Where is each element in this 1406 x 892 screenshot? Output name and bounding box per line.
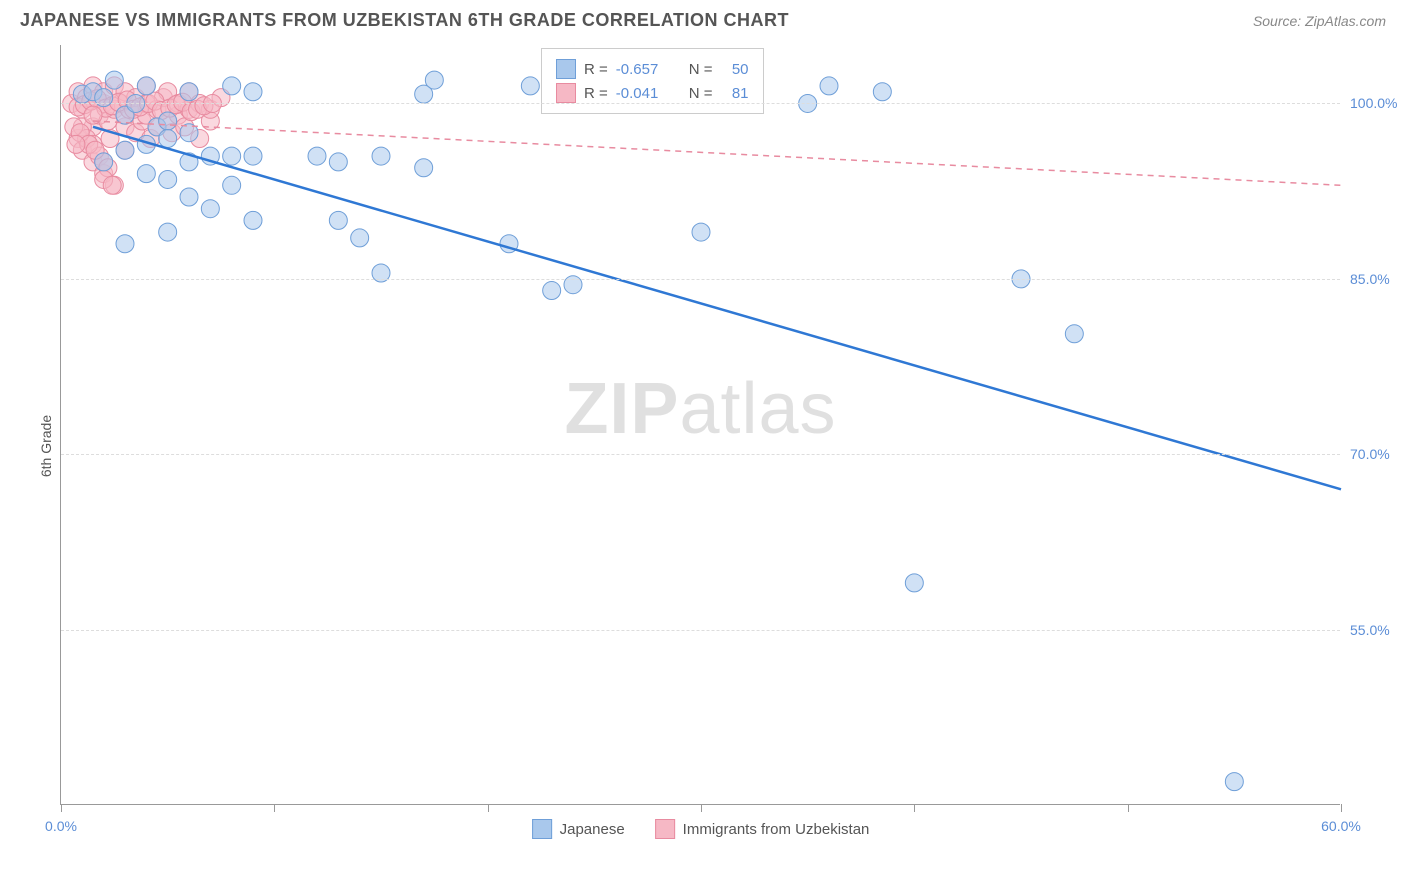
gridline [61, 454, 1340, 455]
data-point [244, 147, 262, 165]
y-tick-label: 70.0% [1350, 446, 1406, 462]
data-point [223, 77, 241, 95]
data-point [820, 77, 838, 95]
gridline [61, 279, 1340, 280]
legend-r-value: -0.657 [616, 61, 671, 78]
scatter-plot [61, 45, 1340, 804]
data-point [1065, 325, 1083, 343]
legend-r-value: -0.041 [616, 85, 671, 102]
legend-swatch [655, 819, 675, 839]
data-point [521, 77, 539, 95]
legend-swatch [556, 83, 576, 103]
data-point [95, 153, 113, 171]
data-point [137, 165, 155, 183]
chart-title: JAPANESE VS IMMIGRANTS FROM UZBEKISTAN 6… [20, 10, 789, 31]
legend-label: Japanese [560, 821, 625, 838]
legend-n-value: 50 [721, 61, 749, 78]
data-point [244, 83, 262, 101]
data-point [105, 71, 123, 89]
x-tick [488, 804, 489, 812]
data-point [180, 83, 198, 101]
data-point [137, 77, 155, 95]
data-point [905, 574, 923, 592]
y-tick-label: 55.0% [1350, 622, 1406, 638]
data-point [1225, 773, 1243, 791]
y-tick-label: 85.0% [1350, 271, 1406, 287]
gridline [61, 103, 1340, 104]
legend-n-label: N = [689, 61, 713, 78]
x-tick-label: 0.0% [45, 818, 77, 834]
chart-area: ZIPatlas R =-0.657N =50R =-0.041N =81 Ja… [60, 45, 1340, 805]
data-point [116, 235, 134, 253]
data-point [351, 229, 369, 247]
x-tick [61, 804, 62, 812]
data-point [692, 223, 710, 241]
legend-r-label: R = [584, 61, 608, 78]
legend-label: Immigrants from Uzbekistan [683, 821, 870, 838]
data-point [415, 159, 433, 177]
x-tick [274, 804, 275, 812]
data-point [159, 112, 177, 130]
legend-swatch [556, 59, 576, 79]
data-point [223, 176, 241, 194]
data-point [67, 135, 85, 153]
data-point [329, 153, 347, 171]
data-point [425, 71, 443, 89]
data-point [103, 176, 121, 194]
x-tick [701, 804, 702, 812]
data-point [543, 282, 561, 300]
data-point [223, 147, 241, 165]
legend-row: R = -0.657 N = 50 [556, 57, 749, 81]
data-point [159, 170, 177, 188]
data-point [201, 200, 219, 218]
x-tick [1128, 804, 1129, 812]
y-axis-label: 6th Grade [38, 415, 54, 477]
trend-line [93, 121, 1341, 185]
x-tick-label: 60.0% [1321, 818, 1361, 834]
data-point [116, 141, 134, 159]
source-label: Source: ZipAtlas.com [1253, 13, 1386, 29]
data-point [873, 83, 891, 101]
data-point [372, 147, 390, 165]
legend-item: Immigrants from Uzbekistan [655, 819, 870, 839]
legend-item: Japanese [532, 819, 625, 839]
data-point [159, 130, 177, 148]
legend-row: R = -0.041 N = 81 [556, 81, 749, 105]
x-tick [1341, 804, 1342, 812]
legend-swatch [532, 819, 552, 839]
data-point [329, 211, 347, 229]
data-point [180, 188, 198, 206]
data-point [159, 223, 177, 241]
legend-r-label: R = [584, 85, 608, 102]
data-point [244, 211, 262, 229]
trend-line [93, 127, 1341, 489]
legend-n-label: N = [689, 85, 713, 102]
x-tick [914, 804, 915, 812]
legend-n-value: 81 [721, 85, 749, 102]
bottom-legend: Japanese Immigrants from Uzbekistan [532, 819, 870, 839]
header: JAPANESE VS IMMIGRANTS FROM UZBEKISTAN 6… [0, 0, 1406, 36]
data-point [308, 147, 326, 165]
y-tick-label: 100.0% [1350, 95, 1406, 111]
gridline [61, 630, 1340, 631]
